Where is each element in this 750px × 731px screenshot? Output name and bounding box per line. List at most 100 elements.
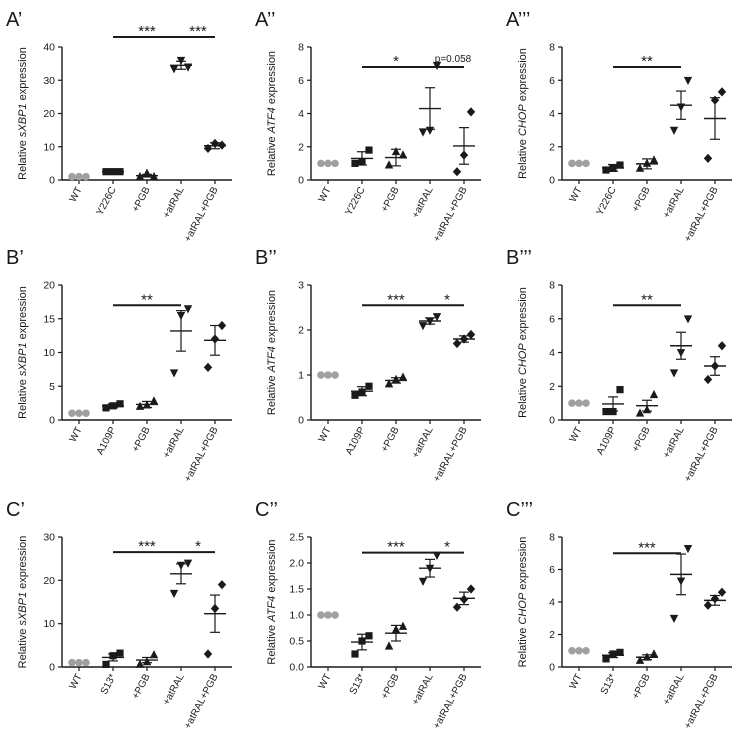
data-point [317,371,325,379]
data-point [183,305,193,314]
chart-panel: C’ 0 10 20 30 Relative sXBP1 expression WT S13*… [6,499,232,731]
data-point [398,150,408,159]
data-point [365,146,373,154]
panel-label: A’’’ [506,9,530,31]
x-tick-label: +atRAL+PGB [182,425,220,484]
data-point [102,660,110,668]
y-tick-label: 2 [549,629,555,641]
data-point [365,382,373,390]
y-axis-label: Relative CHOP expression [517,287,529,418]
y-tick-label: 0 [298,415,304,427]
panel-label: B’ [6,247,24,269]
x-tick-label: WT [68,672,85,691]
data-point [149,396,159,405]
x-tick-label: +PGB [379,425,402,454]
chart-panel: B’ 0 5 10 15 20 Relative sXBP1 expression WT A10… [6,247,232,484]
y-tick-label: 0 [298,175,304,187]
data-point [418,322,428,331]
panel-label: A’’ [255,9,275,31]
y-tick-label: 0 [549,662,555,674]
data-point [649,155,659,164]
data-point [452,167,462,177]
panel-label: C’ [6,499,25,521]
x-tick-label: WT [568,185,585,204]
significance-label: *** [138,538,156,555]
y-tick-label: 8 [298,42,304,54]
data-point [384,641,394,650]
data-point [331,159,339,168]
data-point [102,404,110,412]
data-point [317,159,325,168]
data-point [466,107,476,117]
y-tick-label: 10 [43,141,55,153]
x-tick-label: +atRAL [661,185,687,220]
data-point [331,371,339,379]
data-point [68,172,76,181]
data-point [203,143,213,154]
x-tick-label: +atRAL+PGB [682,672,720,731]
y-axis-label: Relative sXBP1 expression [17,47,29,180]
x-tick-label: A109P [595,425,619,457]
x-tick-label: +atRAL+PGB [682,425,720,484]
y-tick-label: 10 [43,618,55,630]
y-tick-label: 2 [298,141,304,153]
y-tick-label: 3 [298,280,304,292]
y-tick-label: 30 [43,75,55,87]
y-tick-label: 2 [549,141,555,153]
y-tick-label: 2.0 [289,558,304,570]
x-tick-label: +atRAL [410,185,436,220]
data-point [466,329,476,340]
data-point [418,128,428,137]
data-point [217,320,227,331]
y-tick-label: 8 [549,280,555,292]
significance-label: ** [641,291,653,308]
y-tick-label: 0 [49,415,55,427]
x-tick-label: +atRAL [161,185,187,220]
data-point [324,159,332,168]
significance-label: *** [138,23,156,40]
y-tick-label: 2 [549,381,555,393]
data-point [683,315,693,324]
data-point [324,611,332,619]
x-tick-label: WT [568,425,585,444]
data-point [75,409,83,418]
data-point [616,648,624,656]
data-point [75,658,83,667]
y-tick-label: 2 [298,325,304,337]
data-point [602,655,610,663]
x-tick-label: WT [317,185,334,204]
x-tick-label: +atRAL+PGB [682,185,720,244]
y-tick-label: 6 [549,564,555,576]
data-point [317,611,325,619]
data-point [135,659,145,668]
data-point [351,650,359,658]
data-point [149,650,159,659]
data-point [575,646,583,655]
x-tick-label: +atRAL [410,425,436,460]
data-point [582,159,590,168]
y-tick-label: 4 [549,597,555,609]
y-axis-label: Relative ATF4 expression [266,290,278,415]
y-axis-label: Relative ATF4 expression [266,51,278,176]
data-point [635,408,645,417]
data-point [669,369,679,378]
x-tick-label: +atRAL [661,672,687,707]
data-point [68,658,76,667]
data-point [169,589,179,599]
chart-panel: A’’’ 0 2 4 6 8 Relative CHOP expression WT Y226C… [506,9,732,244]
data-point [82,409,90,418]
data-point [384,160,394,169]
y-tick-label: 0 [549,415,555,427]
x-tick-label: WT [317,425,334,444]
data-point [135,401,145,410]
significance-label: * [195,538,201,555]
y-tick-label: 4 [298,108,304,120]
x-tick-label: +atRAL [661,425,687,460]
x-tick-label: A109P [95,425,119,457]
data-point [582,646,590,655]
x-tick-label: S13* [99,672,119,696]
x-tick-label: +atRAL [161,425,187,460]
data-point [635,163,645,172]
data-point [616,386,624,394]
